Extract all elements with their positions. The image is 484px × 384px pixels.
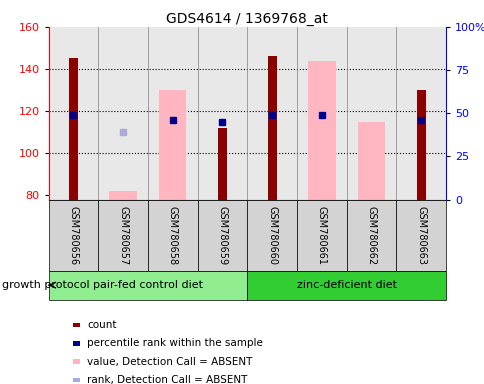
Text: GSM780658: GSM780658 — [167, 206, 178, 265]
Bar — [357, 122, 384, 200]
Text: GSM780656: GSM780656 — [68, 206, 78, 265]
Bar — [148, 200, 197, 271]
Text: GSM780663: GSM780663 — [415, 206, 425, 265]
Text: count: count — [87, 320, 117, 330]
Text: rank, Detection Call = ABSENT: rank, Detection Call = ABSENT — [87, 375, 247, 384]
Bar — [218, 128, 227, 200]
Bar — [69, 58, 77, 200]
Bar — [395, 200, 445, 271]
Bar — [296, 200, 346, 271]
Text: value, Detection Call = ABSENT: value, Detection Call = ABSENT — [87, 357, 252, 367]
Bar — [98, 200, 148, 271]
Bar — [416, 90, 425, 200]
Bar — [247, 271, 445, 300]
Text: GSM780660: GSM780660 — [267, 206, 277, 265]
Title: GDS4614 / 1369768_at: GDS4614 / 1369768_at — [166, 12, 328, 26]
Bar — [197, 200, 247, 271]
Bar — [267, 56, 276, 200]
Bar — [308, 61, 335, 200]
Text: GSM780659: GSM780659 — [217, 206, 227, 265]
Text: zinc-deficient diet: zinc-deficient diet — [296, 280, 396, 290]
Bar — [48, 200, 98, 271]
Text: GSM780657: GSM780657 — [118, 205, 128, 265]
Bar — [346, 200, 395, 271]
Bar — [159, 90, 186, 200]
Text: GSM780662: GSM780662 — [366, 206, 376, 265]
Text: percentile rank within the sample: percentile rank within the sample — [87, 338, 263, 348]
Bar — [48, 271, 247, 300]
Bar — [247, 200, 296, 271]
Bar — [109, 191, 136, 200]
Text: growth protocol: growth protocol — [2, 280, 90, 290]
Text: pair-fed control diet: pair-fed control diet — [93, 280, 202, 290]
Text: GSM780661: GSM780661 — [316, 206, 326, 265]
